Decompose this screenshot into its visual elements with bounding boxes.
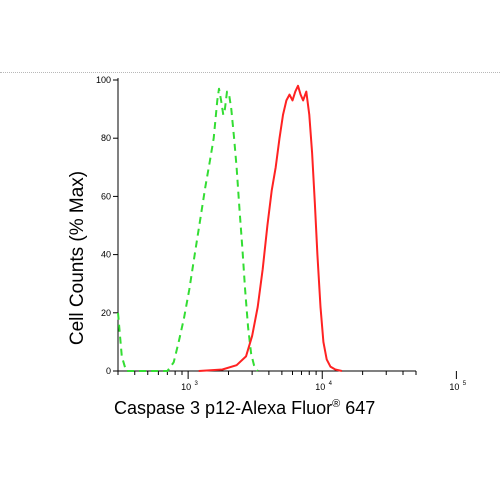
x-tick-label: 10 xyxy=(315,382,325,392)
y-tick-label: 80 xyxy=(101,133,111,143)
series-line-2 xyxy=(198,84,343,372)
y-tick-label: 100 xyxy=(96,75,111,85)
x-tick-exponent: 4 xyxy=(329,381,333,387)
x-tick-label: 10 xyxy=(449,382,459,392)
x-axis-title: Caspase 3 p12-Alexa Fluor® 647 xyxy=(114,398,376,418)
series-line-1 xyxy=(117,87,259,372)
x-tick-exponent: 5 xyxy=(463,381,467,387)
y-tick-label: 0 xyxy=(106,366,111,376)
y-tick-label: 20 xyxy=(101,308,111,318)
y-tick-label: 40 xyxy=(101,250,111,260)
series-group xyxy=(117,84,343,372)
x-tick-label: 10 xyxy=(181,382,191,392)
x-tick-exponent: 3 xyxy=(194,381,198,387)
top-divider-line xyxy=(0,72,500,73)
y-tick-label: 60 xyxy=(101,191,111,201)
